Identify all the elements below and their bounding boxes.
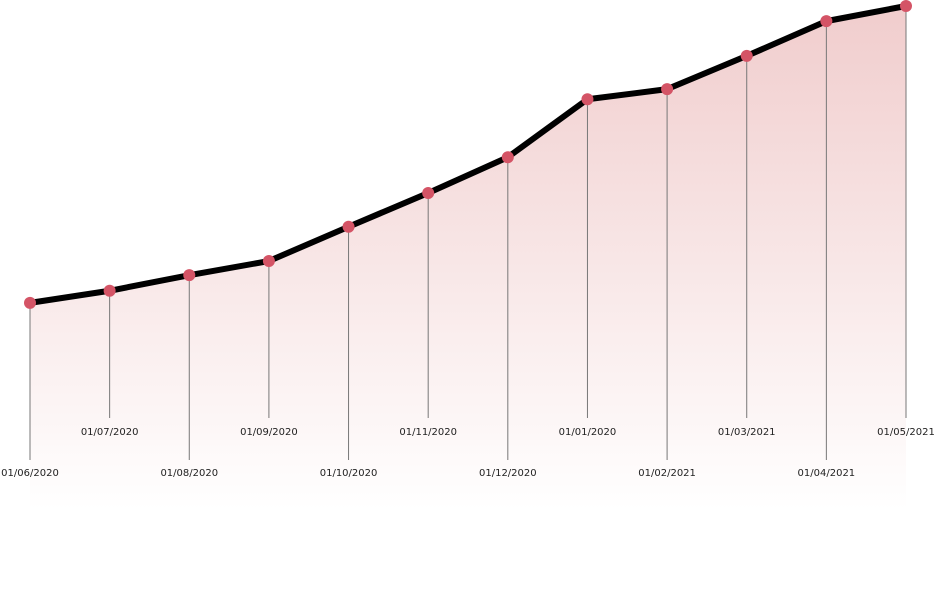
area (30, 6, 906, 510)
point (820, 15, 833, 28)
point (262, 255, 275, 268)
x-tick-label: 01/11/2020 (399, 427, 457, 438)
x-tick-label: 01/12/2020 (479, 468, 537, 479)
point (103, 284, 116, 297)
x-tick-label: 01/03/2021 (718, 427, 776, 438)
point (740, 49, 753, 62)
x-tick-label: 01/07/2020 (81, 427, 139, 438)
point (422, 186, 435, 199)
x-tick-label: 01/08/2020 (160, 468, 218, 479)
point (661, 83, 674, 96)
point (900, 0, 912, 12)
point (183, 269, 196, 282)
line (29, 3, 907, 306)
x-tick-label: 01/01/2020 (559, 427, 617, 438)
point (501, 151, 514, 164)
x-tick-label: 01/04/2021 (798, 468, 856, 479)
point (342, 220, 355, 233)
point (24, 296, 36, 309)
x-tick-label: 01/10/2020 (320, 468, 378, 479)
x-tick-label: 01/05/2021 (877, 427, 935, 438)
x-tick-label: 01/06/2020 (1, 468, 59, 479)
x-tick-label: 01/02/2021 (638, 468, 696, 479)
x-tick-label: 01/09/2020 (240, 427, 298, 438)
point (581, 93, 594, 106)
